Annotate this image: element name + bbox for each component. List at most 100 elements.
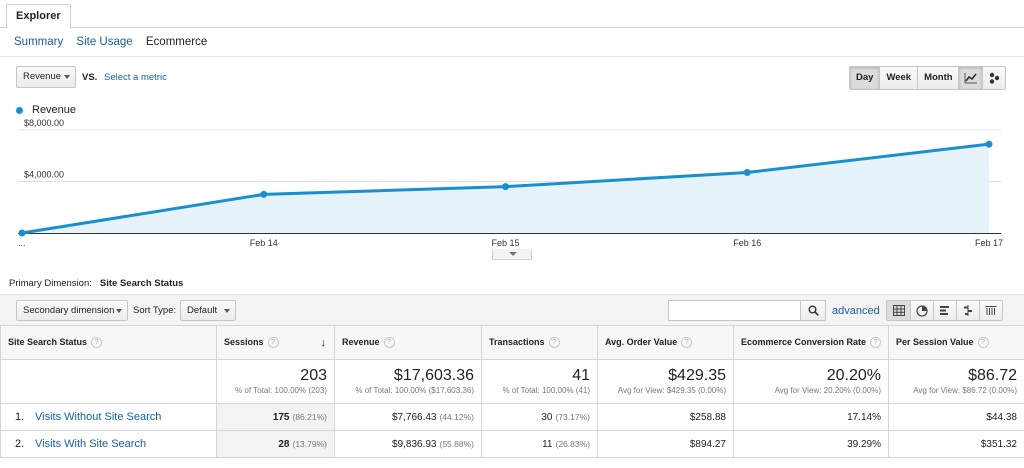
search-button[interactable] bbox=[800, 300, 826, 321]
x-tick-label: Feb 14 bbox=[250, 238, 278, 248]
table-row: 2. Visits With Site Search 28 (13.79%) $9,… bbox=[0, 430, 1024, 458]
tab-explorer[interactable]: Explorer bbox=[6, 4, 71, 29]
total-sessions: 203% of Total: 100.00% (203) bbox=[216, 359, 335, 404]
sort-type-dropdown[interactable]: Default bbox=[180, 300, 236, 321]
grid-icon bbox=[892, 305, 905, 316]
x-tick-label: ... bbox=[18, 238, 26, 248]
line-chart-icon bbox=[964, 73, 977, 84]
help-icon[interactable]: ? bbox=[383, 337, 395, 349]
legend-label-revenue: Revenue bbox=[32, 104, 77, 116]
metric-dropdown-label: Revenue bbox=[23, 71, 62, 82]
sessions-cell: 28 (13.79%) bbox=[216, 430, 335, 458]
pie-chart-icon bbox=[916, 304, 928, 317]
primary-dimension-label: Primary Dimension: bbox=[9, 278, 92, 289]
column-header-per-session-value[interactable]: Per Session Value? bbox=[888, 325, 1024, 360]
chevron-down-icon bbox=[64, 75, 70, 79]
per-session-value-cell: $351.32 bbox=[888, 430, 1024, 458]
row-link-visits-with-site-search[interactable]: Visits With Site Search bbox=[35, 438, 147, 450]
y-tick-label: $8,000.00 bbox=[24, 118, 64, 128]
revenue-cell: $7,766.43 (44.12%) bbox=[334, 403, 482, 431]
table-toolbar: Secondary dimension Sort Type: Default a… bbox=[0, 294, 1024, 325]
help-icon[interactable]: ? bbox=[870, 337, 882, 349]
data-point bbox=[985, 140, 993, 148]
data-table: Site Search Status? Sessions? ↓ Revenue? … bbox=[0, 325, 1024, 458]
motion-chart-button[interactable] bbox=[982, 67, 1005, 89]
sort-descending-icon: ↓ bbox=[320, 336, 327, 349]
period-week-button[interactable]: Week bbox=[879, 67, 918, 89]
x-tick-label: Feb 15 bbox=[491, 238, 519, 248]
pivot-view-button[interactable] bbox=[979, 301, 1002, 320]
revenue-cell: $9,836.93 (55.88%) bbox=[334, 430, 482, 458]
search-icon bbox=[808, 305, 819, 316]
legend-dot-revenue bbox=[16, 106, 23, 114]
motion-chart-icon bbox=[989, 72, 1000, 84]
data-point bbox=[18, 229, 26, 237]
column-header-sessions[interactable]: Sessions? ↓ bbox=[216, 325, 335, 360]
pivot-icon bbox=[985, 306, 997, 315]
data-point bbox=[502, 183, 509, 191]
period-month-button[interactable]: Month bbox=[917, 67, 959, 89]
avg-order-value-cell: $894.27 bbox=[597, 430, 734, 458]
column-header-transactions[interactable]: Transactions? bbox=[481, 325, 598, 360]
total-transactions: 41% of Total: 100.00% (41) bbox=[481, 359, 598, 404]
transactions-cell: 11 (26.83%) bbox=[481, 430, 598, 458]
help-icon[interactable]: ? bbox=[681, 337, 693, 349]
total-revenue: $17,603.36% of Total: 100.00% ($17,603.3… bbox=[334, 359, 482, 404]
chevron-down-icon bbox=[509, 252, 517, 256]
column-header-avg-order-value[interactable]: Avg. Order Value? bbox=[597, 325, 734, 360]
revenue-chart: $8,000.00 $4,000.00... Feb 14 Feb 15 Feb 16 F… bbox=[18, 118, 1003, 248]
data-point bbox=[260, 190, 268, 198]
bar-list-icon bbox=[940, 306, 949, 315]
total-per-session-value: $86.72 Avg for View: $86.72 (0.00%) bbox=[888, 359, 1024, 404]
help-icon[interactable]: ? bbox=[548, 337, 560, 349]
column-header-site-search-status[interactable]: Site Search Status? bbox=[0, 325, 217, 360]
dimension-cell: 1. Visits Without Site Search bbox=[0, 403, 217, 431]
secondary-dimension-dropdown[interactable]: Secondary dimension bbox=[16, 300, 128, 321]
total-conversion-rate: 20.20% Avg for View: 20.20% (0.00%) bbox=[733, 359, 889, 404]
pie-view-button[interactable] bbox=[910, 301, 933, 320]
comparison-icon bbox=[964, 305, 972, 316]
vs-label: VS. bbox=[82, 72, 98, 83]
x-tick-label: Feb 17 bbox=[975, 238, 1003, 248]
help-icon[interactable]: ? bbox=[91, 337, 103, 349]
help-icon[interactable]: ? bbox=[977, 337, 989, 349]
totals-row: 203% of Total: 100.00% (203) $17,603.36%… bbox=[0, 359, 1024, 404]
primary-dimension: Primary Dimension: Site Search Status bbox=[9, 278, 183, 289]
column-header-revenue[interactable]: Revenue? bbox=[334, 325, 482, 360]
row-link-visits-without-site-search[interactable]: Visits Without Site Search bbox=[35, 411, 162, 423]
total-avg-order-value: $429.35 Avg for View: $429.35 (0.00%) bbox=[597, 359, 734, 404]
report-tab-bar: Explorer bbox=[0, 0, 1024, 29]
chevron-down-icon bbox=[116, 309, 122, 313]
conversion-rate-cell: 17.14% bbox=[733, 403, 889, 431]
chart-legend: Revenue bbox=[16, 104, 76, 116]
line-chart-button[interactable] bbox=[959, 67, 982, 89]
help-icon[interactable]: ? bbox=[267, 336, 279, 348]
divider bbox=[0, 56, 1024, 57]
comparison-view-button[interactable] bbox=[956, 301, 979, 320]
data-point bbox=[743, 168, 751, 176]
per-session-value-cell: $44.38 bbox=[888, 403, 1024, 431]
explorer-subnav: Summary Site Usage Ecommerce bbox=[14, 36, 217, 48]
select-metric-link[interactable]: Select a metric bbox=[104, 72, 167, 83]
totals-label-cell bbox=[0, 359, 217, 404]
metric-dropdown[interactable]: Revenue bbox=[16, 66, 76, 88]
table-view-button[interactable] bbox=[887, 301, 910, 320]
period-toggle: Day Week Month bbox=[849, 66, 960, 90]
subnav-summary[interactable]: Summary bbox=[14, 36, 64, 48]
table-header-row: Site Search Status? Sessions? ↓ Revenue? … bbox=[0, 325, 1024, 360]
primary-dimension-value[interactable]: Site Search Status bbox=[99, 278, 184, 289]
table-view-toggle bbox=[886, 300, 1003, 321]
performance-view-button[interactable] bbox=[933, 301, 956, 320]
period-day-button[interactable]: Day bbox=[850, 67, 880, 89]
chart-collapse-handle[interactable] bbox=[492, 249, 532, 260]
x-tick-label: Feb 16 bbox=[733, 238, 761, 248]
table-row: 1. Visits Without Site Search 175 (86.21%)… bbox=[0, 403, 1024, 431]
table-search-input[interactable] bbox=[668, 300, 801, 321]
dimension-cell: 2. Visits With Site Search bbox=[0, 430, 217, 458]
subnav-site-usage[interactable]: Site Usage bbox=[76, 36, 133, 48]
sort-type-label: Sort Type: bbox=[133, 305, 177, 316]
subnav-ecommerce[interactable]: Ecommerce bbox=[145, 36, 208, 48]
advanced-filter-link[interactable]: advanced bbox=[832, 305, 880, 317]
column-header-ecommerce-conversion-rate[interactable]: Ecommerce Conversion Rate? bbox=[733, 325, 889, 360]
avg-order-value-cell: $258.88 bbox=[597, 403, 734, 431]
